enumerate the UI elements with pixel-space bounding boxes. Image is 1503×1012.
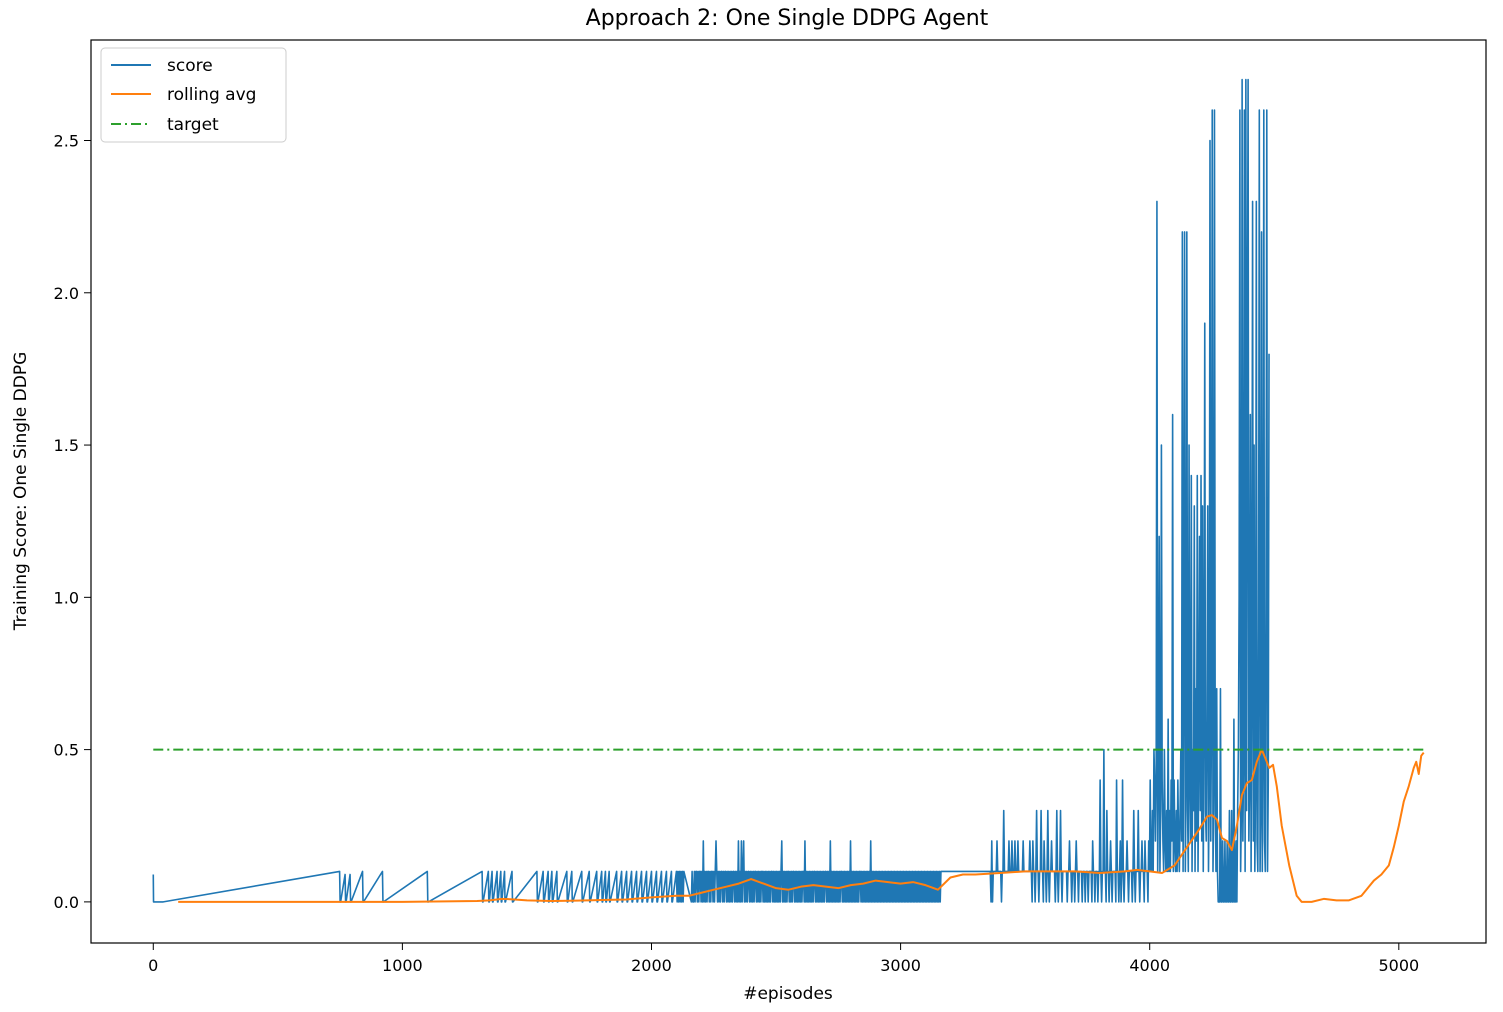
chart-title: Approach 2: One Single DDPG Agent	[586, 6, 989, 31]
x-tick-label: 1000	[382, 956, 423, 975]
y-tick-label: 1.5	[54, 436, 79, 455]
legend-label-target: target	[167, 115, 219, 135]
y-tick-label: 0.5	[54, 741, 79, 760]
x-tick-label: 4000	[1129, 956, 1170, 975]
plot-area	[90, 39, 1487, 944]
series-rolling-avg	[178, 748, 1425, 903]
y-axis-ticks: 0.0 0.5 1.0 1.5 2.0 2.5	[54, 132, 91, 912]
y-axis-label: Training Score: One Single DDPG	[11, 352, 31, 632]
x-axis-label: #episodes	[743, 984, 833, 1004]
x-tick-label: 3000	[880, 956, 921, 975]
legend-box	[100, 47, 287, 143]
x-axis-ticks: 0 1000 2000 3000 4000 5000	[148, 943, 1419, 975]
x-tick-label: 0	[148, 956, 158, 975]
legend: score rolling avg target	[100, 47, 287, 143]
rolling-avg-line	[178, 748, 1425, 903]
x-tick-label: 5000	[1378, 956, 1419, 975]
plot-frame	[90, 39, 1487, 944]
y-tick-label: 0.0	[54, 893, 79, 912]
y-tick-label: 1.0	[54, 588, 79, 607]
x-tick-label: 2000	[631, 956, 672, 975]
plot-background	[91, 40, 1486, 943]
y-tick-label: 2.0	[54, 284, 79, 303]
legend-label-rolling-avg: rolling avg	[167, 85, 256, 105]
y-tick-label: 2.5	[54, 132, 79, 151]
legend-label-score: score	[167, 56, 213, 76]
